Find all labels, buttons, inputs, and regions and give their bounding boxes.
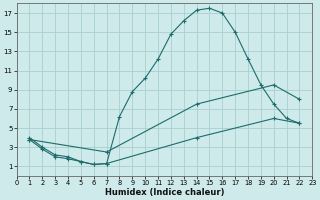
X-axis label: Humidex (Indice chaleur): Humidex (Indice chaleur) — [105, 188, 224, 197]
